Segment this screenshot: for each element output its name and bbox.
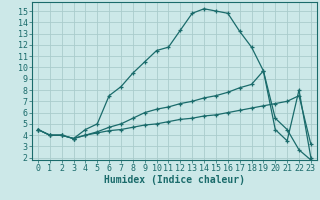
X-axis label: Humidex (Indice chaleur): Humidex (Indice chaleur) bbox=[104, 175, 245, 185]
